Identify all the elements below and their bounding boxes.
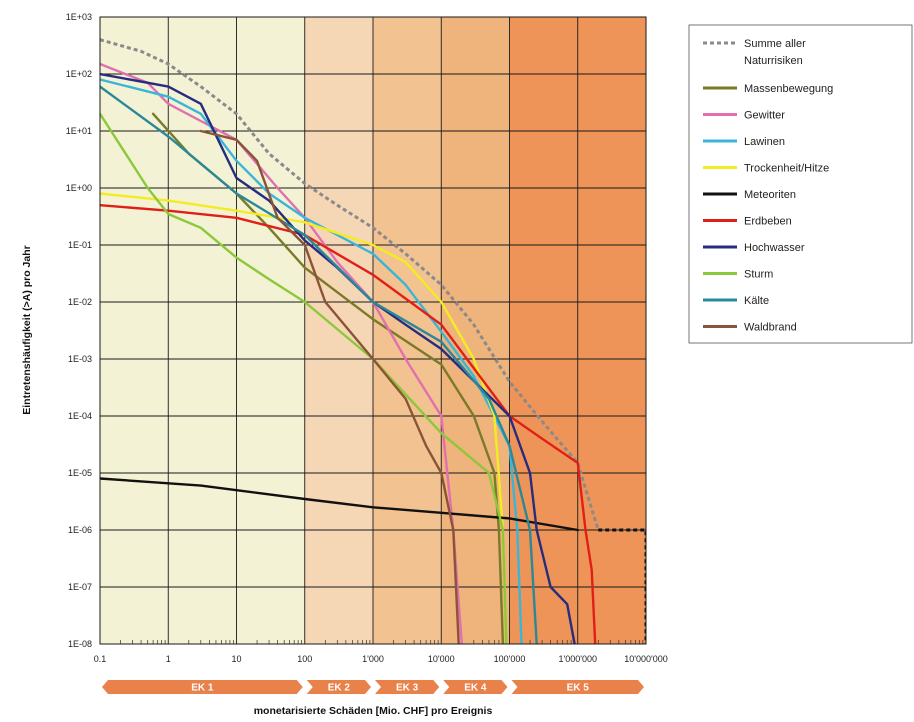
legend-label-summe-aller-naturrisiken: Summe aller Naturrisiken — [744, 38, 806, 67]
y-tick-label: 1E-03 — [68, 354, 92, 364]
zone-arrow-3 — [375, 680, 440, 694]
zone-label-5: EK 5 — [567, 683, 590, 694]
series-line-erdbeben — [100, 203, 597, 644]
zone-arrow-2 — [306, 680, 371, 694]
y-tick-label: 1E-07 — [68, 582, 92, 592]
legend-label-trockenheit-hitze: Trockenheit/Hitze — [744, 163, 829, 175]
y-tick-label: 1E-02 — [68, 297, 92, 307]
zone-1 — [100, 17, 305, 644]
plot-frame — [99, 16, 647, 645]
x-tick-label: 10'000'000 — [624, 654, 667, 664]
zone-label-1: EK 1 — [191, 683, 214, 694]
y-tick-label: 1E+03 — [66, 12, 92, 22]
zone-arrow-1 — [102, 680, 303, 694]
series-line-hochwasser — [100, 72, 576, 644]
legend: Summe aller Naturrisiken Massenbewegung Gew… — [703, 38, 833, 334]
x-tick-label: 0.1 — [94, 654, 107, 664]
y-tick-label: 1E-01 — [68, 240, 92, 250]
series-line-k-lte — [100, 85, 538, 644]
series-line-trockenheit-hitze — [100, 192, 508, 644]
zone-arrow-4 — [443, 680, 508, 694]
legend-label-waldbrand: Waldbrand — [744, 322, 797, 334]
y-tick-label: 1E+02 — [66, 69, 92, 79]
x-axis-label: monetarisierte Schäden [Mio. CHF] pro Er… — [254, 705, 493, 717]
series-line-summe-aller-naturrisiken — [100, 38, 646, 532]
legend-label-sturm: Sturm — [744, 269, 773, 281]
y-tick-label: 1E+00 — [66, 183, 92, 193]
legend-label-lawinen: Lawinen — [744, 136, 785, 148]
series-line-sturm — [100, 112, 508, 644]
legend-label-k-lte: Kälte — [744, 295, 769, 307]
legend-label-meteoriten: Meteoriten — [744, 189, 796, 201]
legend-label-massenbewegung: Massenbewegung — [744, 83, 833, 95]
y-tick-label: 1E-06 — [68, 525, 92, 535]
x-tick-label: 1 — [166, 654, 171, 664]
legend-label-erdbeben: Erdbeben — [744, 216, 792, 228]
y-tick-label: 1E+01 — [66, 126, 92, 136]
series-line-meteoriten — [100, 477, 579, 532]
y-axis-label: Eintretenshäufigkeit (>A) pro Jahr — [21, 245, 33, 415]
x-tick-label: 100 — [297, 654, 312, 664]
x-tick-labels: 0.1 1 10 100 1'000 10'000 100'000 1'000'000 10'0… — [94, 654, 668, 664]
y-tick-label: 1E-04 — [68, 411, 92, 421]
y-tick-label: 1E-05 — [68, 468, 92, 478]
y-tick-label: 1E-08 — [68, 639, 92, 649]
zone-bar: EK 1 EK 2 EK 3 EK 4 EK 5 — [102, 680, 644, 694]
zone-3 — [373, 17, 442, 644]
x-tick-label: 100'000 — [494, 654, 526, 664]
legend-box — [688, 24, 913, 344]
legend-label-gewitter: Gewitter — [744, 110, 785, 122]
zone-label-4: EK 4 — [464, 683, 487, 694]
x-tick-label: 1'000 — [362, 654, 384, 664]
zone-label-3: EK 3 — [396, 683, 419, 694]
zone-arrow-5 — [511, 680, 644, 694]
series-line-waldbrand — [199, 129, 460, 644]
legend-label-hochwasser: Hochwasser — [744, 242, 805, 254]
series-line-summe-aller-naturrisiken — [598, 528, 646, 644]
x-tick-label: 10 — [231, 654, 241, 664]
x-tick-label: 1'000'000 — [559, 654, 597, 664]
y-tick-labels: 1E+03 1E+02 1E+01 1E+00 1E-01 1E-02 1E-03 1E-04… — [66, 12, 92, 649]
zone-label-2: EK 2 — [328, 683, 351, 694]
series-lines — [100, 38, 646, 644]
x-tick-label: 10'000 — [428, 654, 455, 664]
